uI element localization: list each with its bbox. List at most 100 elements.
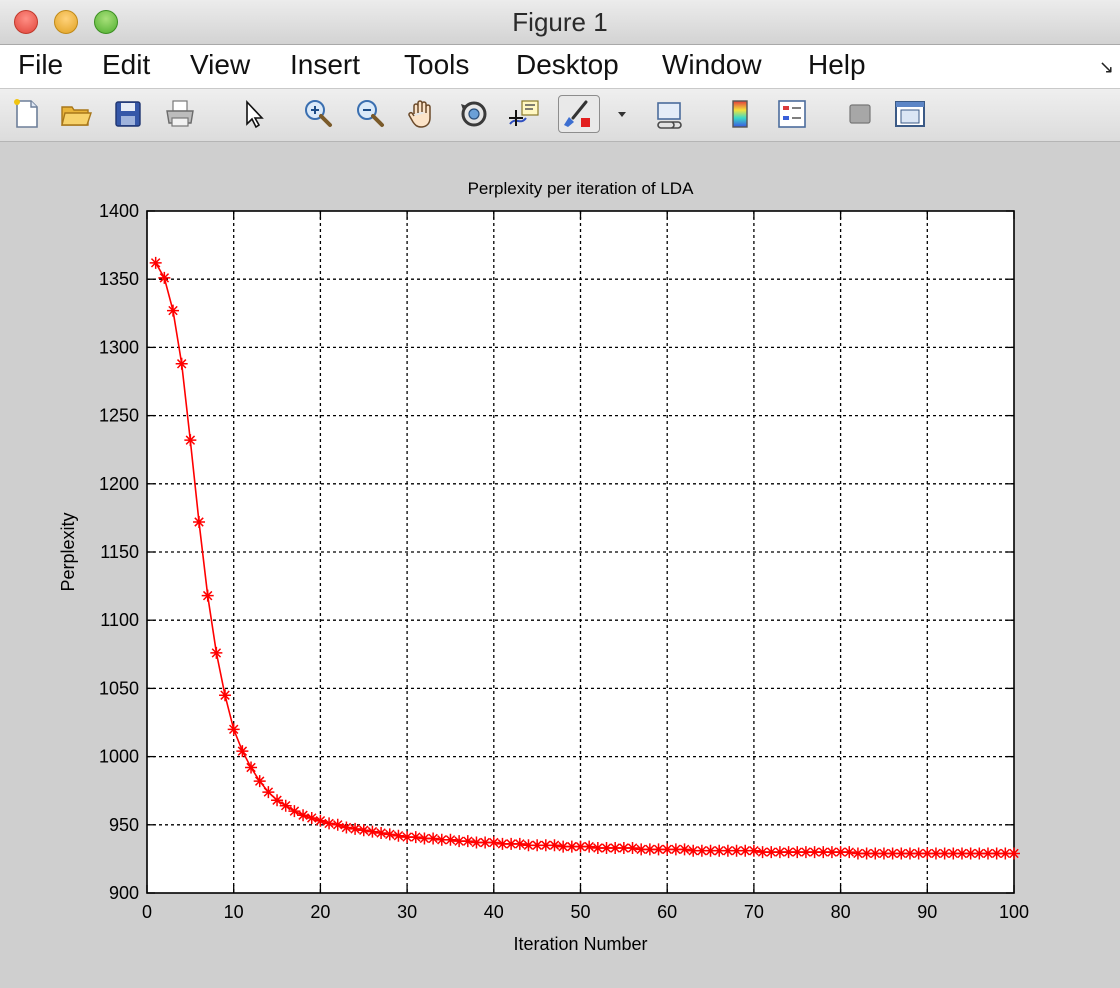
menu-view[interactable]: View <box>190 49 251 80</box>
open-file-icon[interactable] <box>58 96 94 132</box>
data-point-marker <box>860 847 873 860</box>
data-point-marker <box>149 256 162 269</box>
data-point-marker <box>470 836 483 849</box>
data-point-marker <box>245 761 258 774</box>
data-point-marker <box>687 844 700 857</box>
data-point-marker <box>331 818 344 831</box>
data-point-marker <box>851 847 864 860</box>
data-point-marker <box>817 846 830 859</box>
menu-tools[interactable]: Tools <box>404 49 470 80</box>
data-point-marker <box>721 844 734 857</box>
data-point-marker <box>262 786 275 799</box>
data-point-marker <box>236 745 249 758</box>
data-point-marker <box>973 847 986 860</box>
data-point-marker <box>349 822 362 835</box>
minimize-window-button[interactable] <box>54 10 78 34</box>
menu-edit[interactable]: Edit <box>102 49 151 80</box>
data-point-marker <box>695 844 708 857</box>
data-point-marker <box>730 844 743 857</box>
data-point-marker <box>158 271 171 284</box>
data-point-marker <box>418 832 431 845</box>
hide-plot-tools-icon[interactable] <box>842 96 878 132</box>
data-point-marker <box>375 826 388 839</box>
data-point-marker <box>565 840 578 853</box>
pan-hand-icon[interactable] <box>404 96 440 132</box>
link-plot-icon[interactable] <box>652 96 688 132</box>
data-point-marker <box>669 843 682 856</box>
show-plot-tools-icon[interactable] <box>892 96 928 132</box>
colorbar-icon[interactable] <box>722 96 758 132</box>
y-tick-label: 1300 <box>99 337 139 357</box>
x-tick-label: 60 <box>657 902 677 922</box>
dock-arrow-icon[interactable]: ↘ <box>1098 57 1114 77</box>
x-tick-label: 10 <box>224 902 244 922</box>
data-point-marker <box>383 828 396 841</box>
figure-toolbar <box>0 89 1120 142</box>
brush-icon <box>564 100 590 127</box>
data-point-marker <box>184 434 197 447</box>
data-point-marker <box>652 843 665 856</box>
data-point-marker <box>435 833 448 846</box>
menu-file[interactable]: File <box>18 49 64 80</box>
zoom-in-icon[interactable] <box>300 96 336 132</box>
y-axis-label: Perplexity <box>58 512 78 591</box>
data-point-marker <box>955 847 968 860</box>
data-point-marker <box>279 799 292 812</box>
data-point-marker <box>210 646 223 659</box>
data-point-marker <box>869 847 882 860</box>
x-tick-label: 100 <box>999 902 1029 922</box>
print-icon[interactable] <box>162 96 198 132</box>
title-bar[interactable]: Figure 1 <box>0 0 1120 45</box>
figure-canvas: 0 10 20 30 40 50 60 70 80 90 100 900 950 1000 1050 1100… <box>58 179 1029 954</box>
data-point-marker <box>392 829 405 842</box>
data-point-marker <box>843 846 856 859</box>
brush-button[interactable] <box>558 95 600 133</box>
x-tick-label: 90 <box>917 902 937 922</box>
data-point-marker <box>938 847 951 860</box>
menu-window[interactable]: Window <box>662 49 762 80</box>
pointer-icon[interactable] <box>236 96 272 132</box>
data-point-marker <box>219 689 232 702</box>
brush-dropdown-icon[interactable] <box>604 96 626 132</box>
menu-desktop[interactable]: Desktop <box>516 49 619 80</box>
data-point-marker <box>756 846 769 859</box>
data-point-marker <box>635 843 648 856</box>
data-point-marker <box>981 847 994 860</box>
zoom-out-icon[interactable] <box>352 96 388 132</box>
data-point-marker <box>903 847 916 860</box>
data-point-marker <box>791 846 804 859</box>
y-tick-label: 1100 <box>100 610 139 630</box>
data-point-marker <box>591 841 604 854</box>
data-point-marker <box>825 846 838 859</box>
legend-icon[interactable] <box>774 96 810 132</box>
y-tick-label: 1200 <box>99 474 139 494</box>
data-point-marker <box>366 825 379 838</box>
menu-help[interactable]: Help <box>808 49 866 80</box>
save-icon[interactable] <box>110 96 146 132</box>
y-tick-label: 1400 <box>99 201 139 221</box>
zoom-window-button[interactable] <box>94 10 118 34</box>
menu-insert[interactable]: Insert <box>290 49 361 80</box>
data-point-marker <box>297 809 310 822</box>
data-point-marker <box>271 794 284 807</box>
x-tick-label: 80 <box>831 902 851 922</box>
new-figure-icon[interactable] <box>8 96 44 132</box>
data-point-marker <box>314 814 327 827</box>
data-point-marker <box>574 840 587 853</box>
data-point-marker <box>288 805 301 818</box>
data-point-marker <box>444 833 457 846</box>
data-cursor-icon[interactable] <box>506 96 542 132</box>
data-point-marker <box>999 847 1012 860</box>
axes-box <box>146 210 1015 894</box>
y-tick-label: 950 <box>109 815 139 835</box>
data-point-marker <box>193 515 206 528</box>
y-tick-label: 1000 <box>99 747 139 767</box>
rotate-3d-icon[interactable] <box>456 96 492 132</box>
close-window-button[interactable] <box>14 10 38 34</box>
x-tick-label: 30 <box>397 902 417 922</box>
x-axis-label: Iteration Number <box>513 934 647 954</box>
data-point-marker <box>947 847 960 860</box>
y-tick-label: 1150 <box>100 542 139 562</box>
data-point-marker <box>626 841 639 854</box>
data-point-marker <box>496 837 509 850</box>
